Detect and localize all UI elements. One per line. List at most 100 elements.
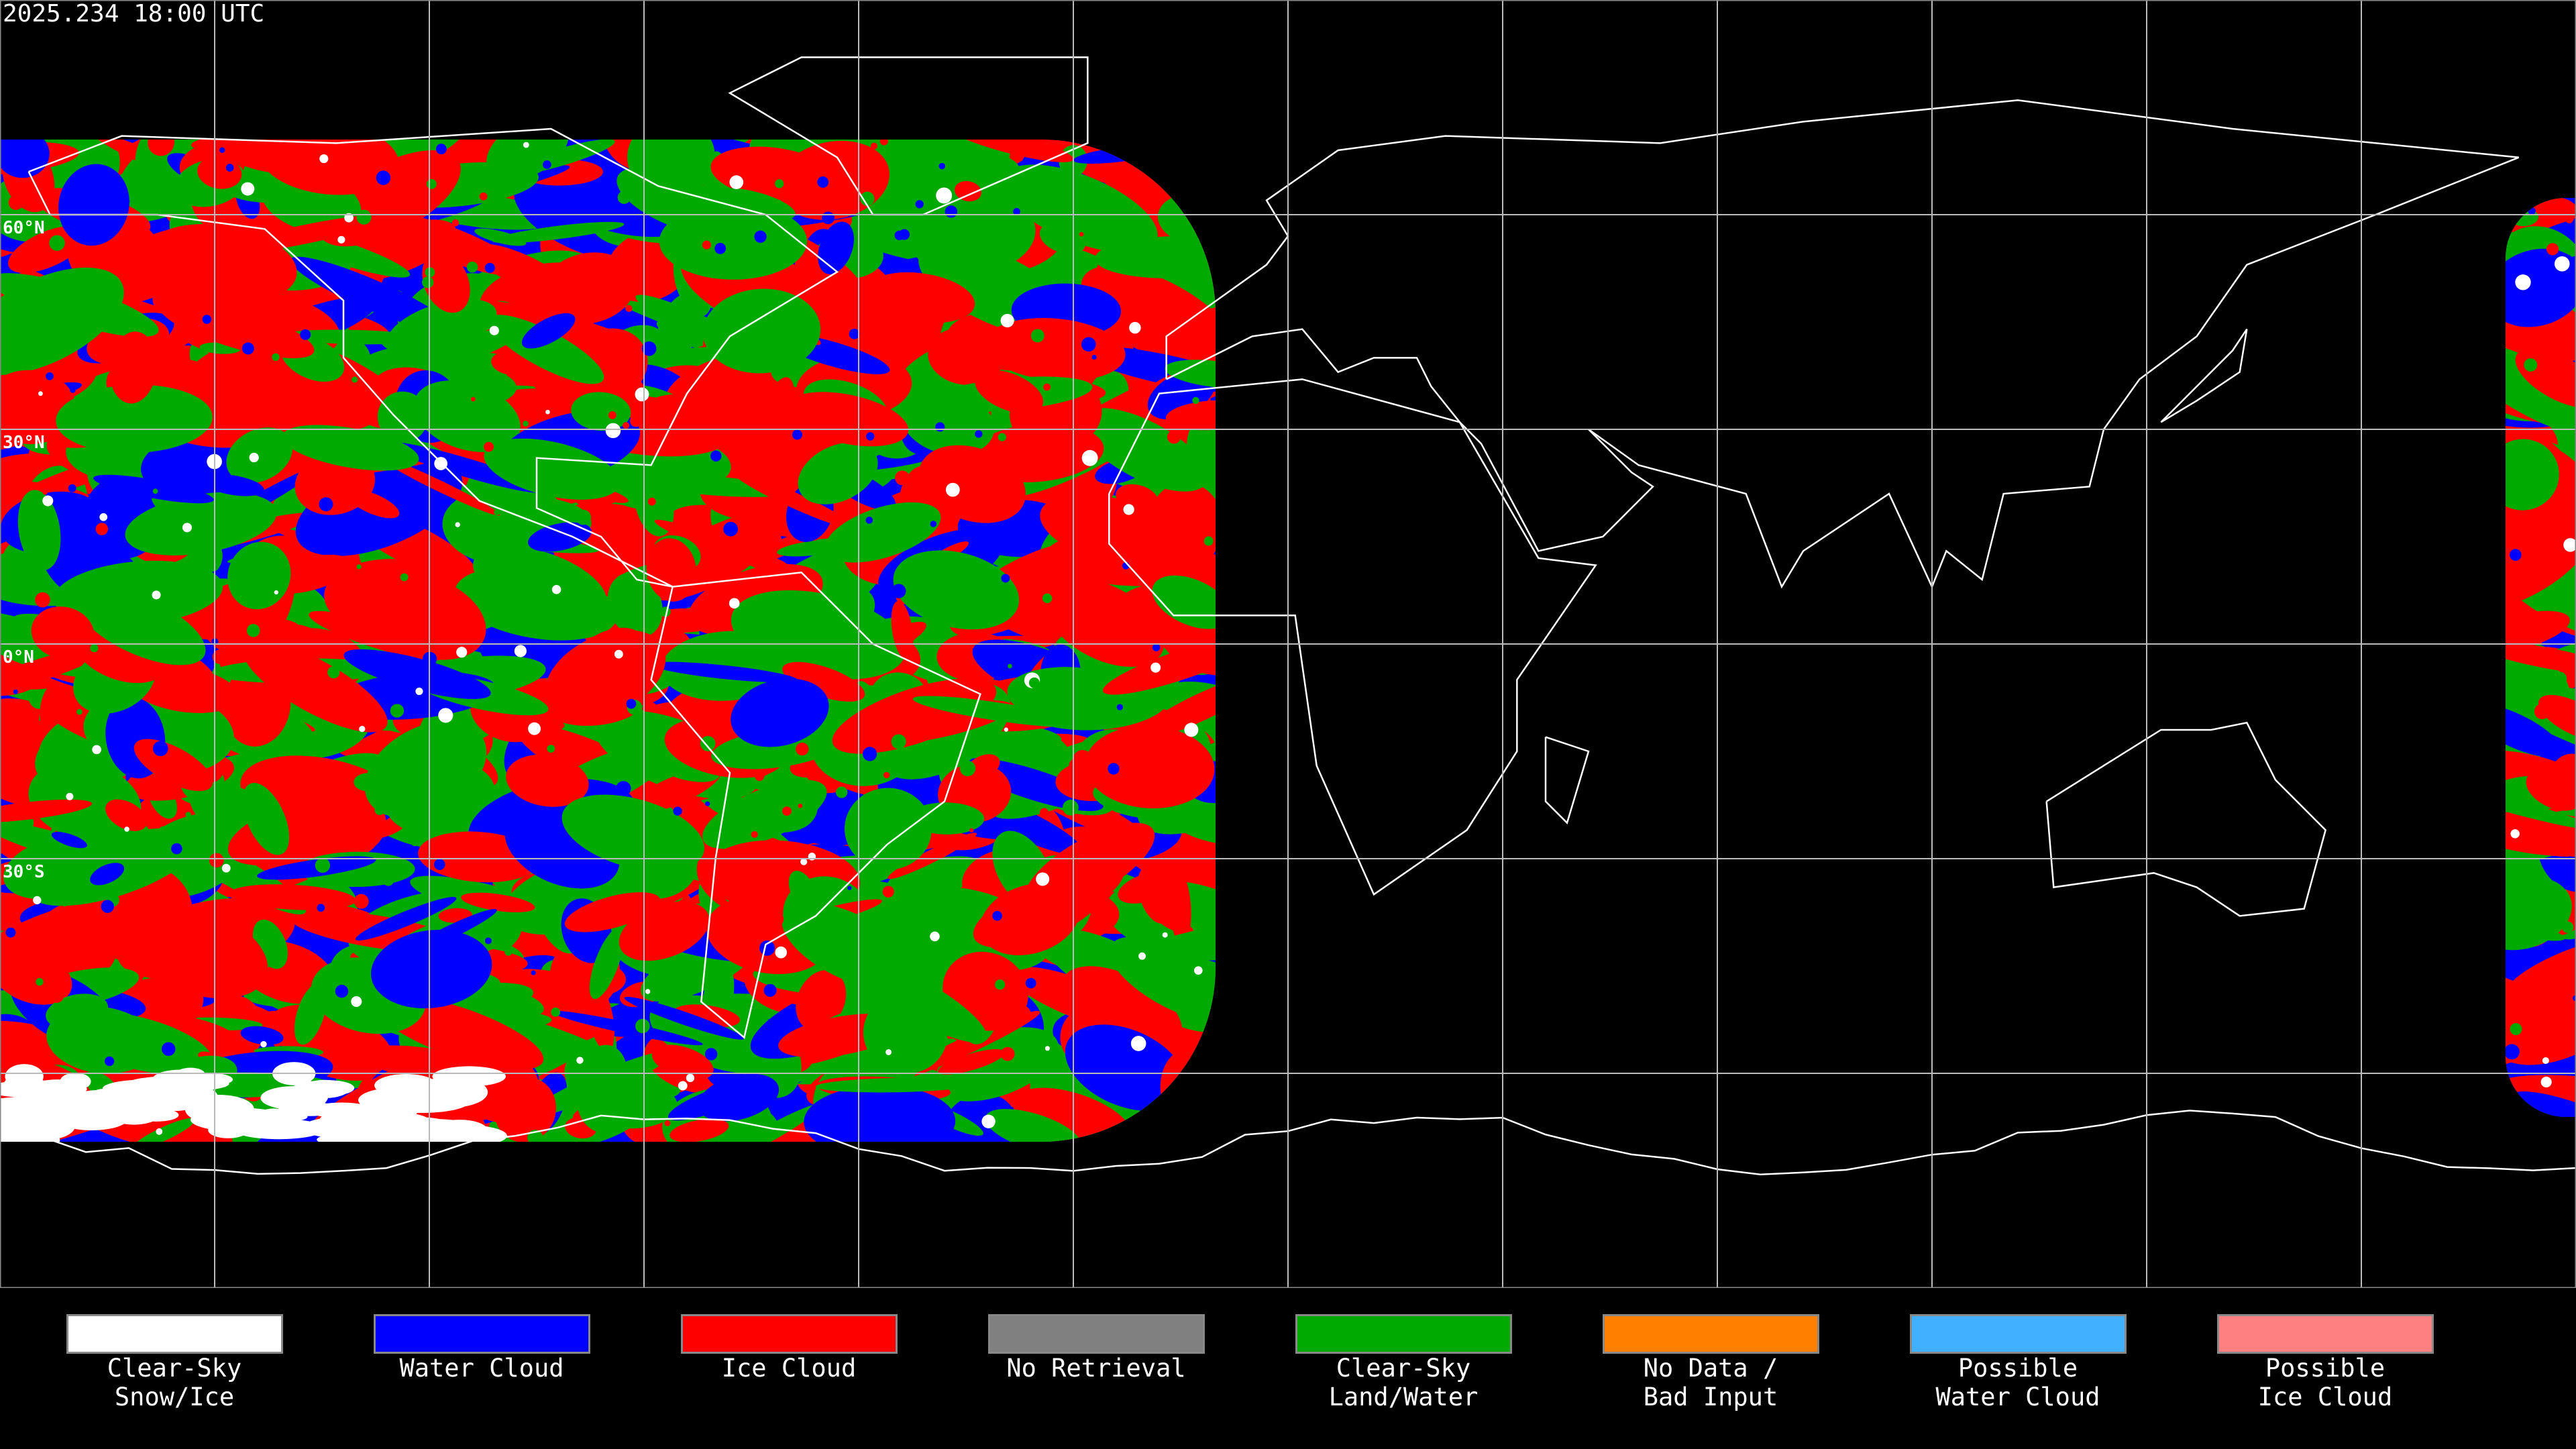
cloud-speck — [545, 409, 550, 415]
cloud-speck — [479, 192, 488, 201]
legend-label: Ice Cloud — [2257, 1383, 2393, 1411]
cloud-speck — [608, 411, 616, 419]
cloud-speck — [494, 509, 500, 516]
cloud-speck — [710, 450, 722, 462]
cloud-speck — [32, 527, 48, 543]
cloud-speck — [42, 495, 54, 506]
cloud-speck — [435, 144, 447, 155]
cloud-speck — [426, 178, 437, 189]
cloud-speck — [782, 806, 792, 816]
cloud-speck — [415, 687, 423, 696]
cloud-speck — [101, 900, 115, 913]
cloud-speck — [1185, 268, 1199, 283]
cloud-speck — [1138, 952, 1146, 960]
cloud-speck — [352, 376, 358, 383]
cloud-patch — [1037, 523, 1151, 586]
cloud-speck — [700, 736, 716, 751]
cloud-speck — [767, 911, 784, 928]
cloud-speck — [882, 885, 894, 898]
cloud-patch — [796, 970, 847, 1031]
legend-swatch — [1909, 1314, 2127, 1354]
cloud-speck — [466, 261, 478, 273]
cloud-speck — [883, 771, 890, 779]
cloud-speck — [1079, 231, 1084, 237]
cloud-speck — [1042, 593, 1053, 604]
legend-swatch — [1295, 1314, 1512, 1354]
cloud-speck — [117, 340, 123, 347]
cloud-speck — [1181, 425, 1187, 432]
cloud-speck — [1184, 722, 1199, 737]
cloud-speck — [935, 422, 945, 432]
cloud-speck — [38, 391, 43, 396]
legend-item: Possible Ice Cloud — [2171, 1288, 2479, 1411]
cloud-speck — [1030, 329, 1044, 343]
cloud-speck — [1192, 396, 1199, 405]
cloud-speck — [2546, 243, 2559, 256]
cloud-speck — [8, 195, 23, 210]
cloud-speck — [763, 983, 777, 997]
cloud-speck — [2546, 1016, 2556, 1024]
cloud-speck — [272, 353, 280, 362]
cloud-speck — [792, 429, 802, 440]
cloud-speck — [1081, 449, 1098, 466]
cloud-speck — [1039, 808, 1049, 817]
cloud-speck — [354, 894, 369, 909]
cloud-speck — [1069, 758, 1085, 774]
cloud-speck — [1203, 536, 1214, 546]
cloud-speck — [2562, 921, 2574, 933]
cloud-patch — [607, 572, 663, 638]
cloud-speck — [551, 585, 561, 594]
cloud-speck — [410, 836, 420, 847]
cloud-speck — [182, 284, 197, 299]
legend-swatch — [987, 1314, 1205, 1354]
cloud-speck — [523, 421, 529, 427]
cloud-speck — [702, 240, 711, 250]
cloud-speck — [1025, 977, 1036, 989]
cloud-speck — [822, 211, 835, 225]
cloud-speck — [143, 535, 153, 545]
cloud-speck — [1194, 966, 1203, 975]
cloud-speck — [617, 191, 631, 204]
legend-label: Clear-Sky — [107, 1354, 242, 1383]
cloud-speck — [2540, 1076, 2552, 1088]
cloud-speck — [995, 979, 1006, 990]
cloud-speck — [885, 1049, 892, 1055]
cloud-speck — [836, 786, 848, 798]
cloud-speck — [356, 564, 362, 570]
cloud-speck — [400, 573, 409, 582]
cloud-speck — [246, 624, 260, 637]
cloud-speck — [241, 182, 255, 196]
cloud-speck — [376, 170, 391, 185]
cloud-speck — [892, 584, 906, 598]
cloud-speck — [746, 517, 762, 533]
cloud-speck — [626, 698, 637, 709]
cloud-speck — [152, 590, 161, 600]
cloud-speck — [1009, 1013, 1022, 1027]
cloud-speck — [300, 329, 311, 340]
cloud-speck — [1004, 727, 1009, 732]
cloud-speck — [1152, 643, 1161, 651]
snow-patch — [35, 1108, 78, 1128]
legend-label: Bad Input — [1643, 1383, 1778, 1411]
cloud-speck — [723, 521, 739, 537]
latitude-label: 30°N — [3, 433, 45, 453]
cloud-speck — [1112, 743, 1122, 753]
cloud-speck — [319, 497, 333, 512]
latitude-label: 0°N — [3, 647, 34, 667]
cloud-speck — [576, 1057, 584, 1064]
cloud-speck — [843, 963, 857, 976]
legend-swatch — [680, 1314, 898, 1354]
legend-label: No Retrieval — [1006, 1354, 1186, 1383]
cloud-speck — [455, 522, 460, 527]
latitude-label: 30°S — [3, 862, 45, 882]
cloud-speck — [356, 209, 372, 225]
cloud-speck — [337, 235, 345, 244]
cloud-speck — [729, 175, 744, 189]
cloud-patch — [356, 897, 457, 941]
cloud-speck — [614, 649, 623, 659]
cloud-speck — [992, 910, 1002, 921]
cloud-speck — [335, 984, 349, 998]
cloud-speck — [895, 470, 910, 486]
cloud-speck — [1129, 321, 1141, 334]
latitude-label: 60°N — [3, 218, 45, 238]
